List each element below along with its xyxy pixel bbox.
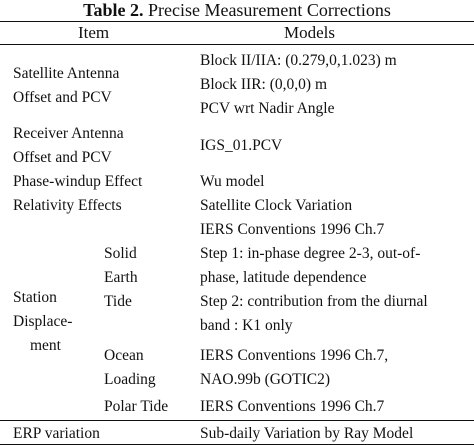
model-pcv-nadir: PCV wrt Nadir Angle bbox=[200, 100, 335, 117]
model-relativity-iers: IERS Conventions 1996 Ch.7 bbox=[200, 221, 385, 238]
model-solid-tide-step1b: phase, latitude dependence bbox=[200, 269, 367, 286]
item-satellite-antenna-line1: Satellite Antenna bbox=[13, 65, 120, 82]
model-phase-windup: Wu model bbox=[200, 173, 265, 190]
model-solid-tide-step2a: Step 2: contribution from the diurnal bbox=[200, 293, 428, 310]
item-satellite-antenna-line2: Offset and PCV bbox=[13, 89, 112, 106]
sub-solid-earth-tide-line2: Earth bbox=[104, 269, 138, 286]
header-rule bbox=[0, 44, 474, 45]
model-solid-tide-step1a: Step 1: in-phase degree 2-3, out-of- bbox=[200, 245, 421, 262]
top-rule bbox=[0, 21, 474, 22]
model-ocean-loading-line2: NAO.99b (GOTIC2) bbox=[200, 371, 331, 388]
model-receiver-pcv: IGS_01.PCV bbox=[200, 137, 283, 154]
model-relativity-clock: Satellite Clock Variation bbox=[200, 197, 353, 214]
item-relativity: Relativity Effects bbox=[13, 197, 122, 214]
erp-separator-rule bbox=[0, 420, 474, 421]
model-erp: Sub-daily Variation by Ray Model bbox=[200, 425, 414, 442]
item-station-line1: Station bbox=[13, 289, 57, 306]
table-caption: Table 2. Precise Measurement Corrections bbox=[0, 0, 474, 20]
header-item: Item bbox=[78, 23, 110, 42]
sub-solid-earth-tide-line3: Tide bbox=[104, 293, 132, 310]
table-number: Table 2. bbox=[83, 0, 144, 20]
header-models: Models bbox=[284, 23, 335, 42]
item-receiver-antenna-line2: Offset and PCV bbox=[13, 149, 112, 166]
model-ocean-loading-line1: IERS Conventions 1996 Ch.7, bbox=[200, 347, 389, 364]
model-block-iia: Block II/IIA: (0.279,0,1.023) m bbox=[200, 52, 397, 69]
sub-solid-earth-tide-line1: Solid bbox=[104, 245, 137, 262]
sub-polar-tide: Polar Tide bbox=[104, 398, 169, 415]
sub-ocean-loading-line2: Loading bbox=[104, 371, 156, 388]
item-erp: ERP variation bbox=[13, 425, 100, 442]
item-station-line2: Displace- bbox=[13, 313, 73, 330]
model-polar-tide: IERS Conventions 1996 Ch.7 bbox=[200, 398, 385, 415]
table-title: Precise Measurement Corrections bbox=[147, 0, 391, 20]
sub-ocean-loading-line1: Ocean bbox=[104, 347, 144, 364]
model-block-iir: Block IIR: (0,0,0) m bbox=[200, 76, 327, 93]
item-receiver-antenna-line1: Receiver Antenna bbox=[13, 125, 124, 142]
item-station-line3: ment bbox=[30, 337, 61, 354]
model-solid-tide-step2b: band : K1 only bbox=[200, 317, 293, 334]
item-phase-windup: Phase-windup Effect bbox=[13, 173, 143, 190]
